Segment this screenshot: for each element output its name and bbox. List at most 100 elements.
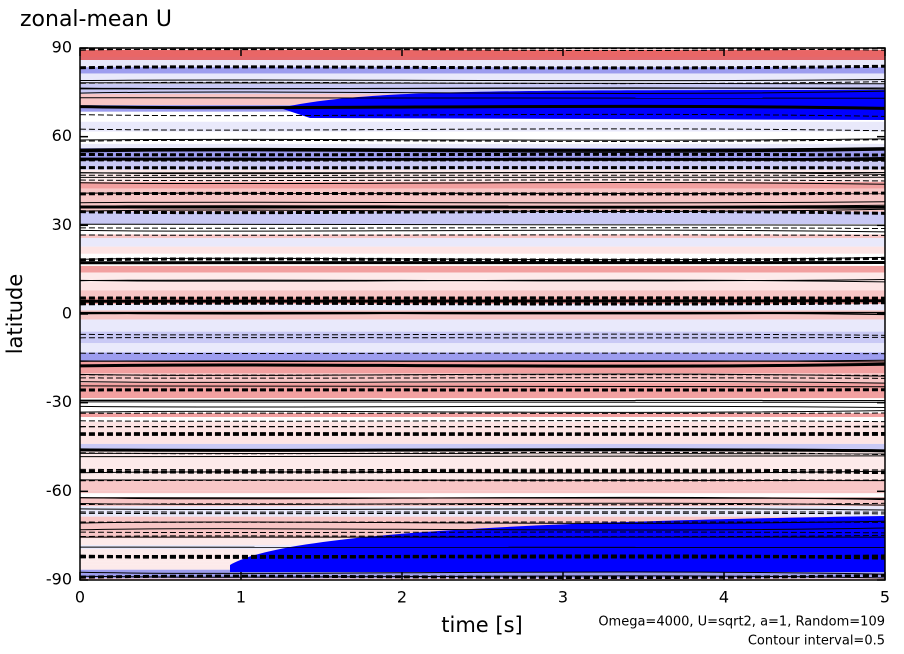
- field-band: [80, 272, 885, 283]
- contour-line: [79, 554, 886, 559]
- field-band: [80, 246, 885, 254]
- y-tick-label: 60: [52, 126, 72, 145]
- contour-line: [79, 201, 886, 204]
- field-band: [80, 73, 885, 85]
- y-tick-label: -60: [46, 481, 72, 500]
- field-band: [80, 493, 885, 498]
- field-band: [80, 143, 885, 149]
- contour-line: [79, 468, 886, 471]
- field-band: [80, 188, 885, 200]
- contour-line: [79, 380, 886, 384]
- x-tick-label: 1: [236, 588, 246, 607]
- field-band: [80, 490, 885, 494]
- x-tick-label: 0: [75, 588, 85, 607]
- contour-line: [79, 512, 886, 515]
- field-band: [80, 234, 885, 239]
- contour-line: [79, 138, 886, 141]
- field-band: [80, 310, 885, 320]
- contour-line: [79, 90, 886, 94]
- field-band: [80, 398, 885, 410]
- contour-line: [79, 573, 886, 580]
- field-band: [80, 569, 885, 579]
- contour-line: [79, 78, 886, 82]
- field-band: [80, 238, 885, 247]
- field-band: [80, 434, 885, 444]
- field-band: [80, 56, 885, 68]
- contour-line: [79, 179, 886, 182]
- x-tick-label: 4: [719, 588, 729, 607]
- y-tick-label: -30: [46, 392, 72, 411]
- field-band: [80, 479, 885, 491]
- contour-line: [79, 377, 886, 379]
- field-band: [80, 417, 885, 422]
- contour-line: [79, 81, 886, 85]
- contour-line: [79, 149, 886, 153]
- field-band: [80, 413, 885, 418]
- contour-line: [79, 157, 886, 160]
- contour-line: [79, 469, 886, 475]
- contour-line: [79, 333, 886, 336]
- contour-line: [79, 299, 886, 303]
- field-band: [80, 67, 885, 74]
- x-tick-label: 5: [880, 588, 890, 607]
- contour-line: [79, 405, 886, 409]
- contour-line: [79, 48, 886, 51]
- contour-line: [79, 191, 886, 196]
- contour-line: [79, 508, 886, 511]
- contour-line: [79, 301, 886, 306]
- contour-line: [79, 362, 886, 368]
- field-band: [80, 282, 885, 291]
- field-band: [80, 211, 885, 225]
- contour-line: [79, 256, 886, 262]
- field-band: [80, 373, 885, 384]
- field-band: [80, 516, 885, 527]
- field-band: [80, 304, 885, 311]
- contour-line: [79, 204, 886, 207]
- y-tick-label: 0: [62, 304, 72, 323]
- field-band: [80, 578, 885, 580]
- contour-line: [79, 229, 886, 233]
- contour-line: [79, 448, 886, 453]
- field-band: [80, 455, 885, 468]
- field-band: [80, 331, 885, 344]
- contour-line: [79, 128, 886, 132]
- y-tick-label: 90: [52, 38, 72, 57]
- contour-line: [79, 425, 886, 428]
- contour-line: [79, 420, 886, 423]
- x-axis-label: time [s]: [441, 613, 522, 637]
- field-band: [80, 383, 885, 392]
- x-tick-label: 2: [397, 588, 407, 607]
- contour-line: [79, 360, 886, 363]
- contour-line: [79, 147, 886, 152]
- field-region: [80, 50, 885, 60]
- contour-line: [79, 571, 886, 575]
- field-band: [80, 181, 885, 189]
- contour-line: [79, 374, 886, 376]
- contour-line: [79, 113, 886, 117]
- chart-title: zonal-mean U: [20, 7, 172, 32]
- annotation: Omega=4000, U=sqrt2, a=1, Random=109: [598, 615, 885, 630]
- field-band: [80, 467, 885, 480]
- contour-field: [79, 47, 886, 580]
- field-band: [80, 506, 885, 517]
- field-band: [80, 352, 885, 361]
- contour-line: [79, 227, 886, 230]
- field-band: [80, 265, 885, 273]
- contour-line: [79, 139, 886, 142]
- contour-line: [79, 209, 886, 215]
- contour-line: [79, 278, 886, 282]
- contour-line: [79, 352, 886, 355]
- contour-line: [79, 336, 886, 339]
- field-band: [80, 409, 885, 414]
- field-band: [80, 131, 885, 144]
- contour-line: [79, 401, 886, 403]
- contour-line: [79, 448, 886, 451]
- field-band: [80, 421, 885, 435]
- contour-line: [79, 534, 886, 538]
- contour-line: [79, 64, 886, 70]
- field-band: [80, 121, 885, 132]
- y-axis-label: latitude: [3, 274, 27, 355]
- contour-line: [79, 97, 886, 99]
- field-band: [80, 497, 885, 507]
